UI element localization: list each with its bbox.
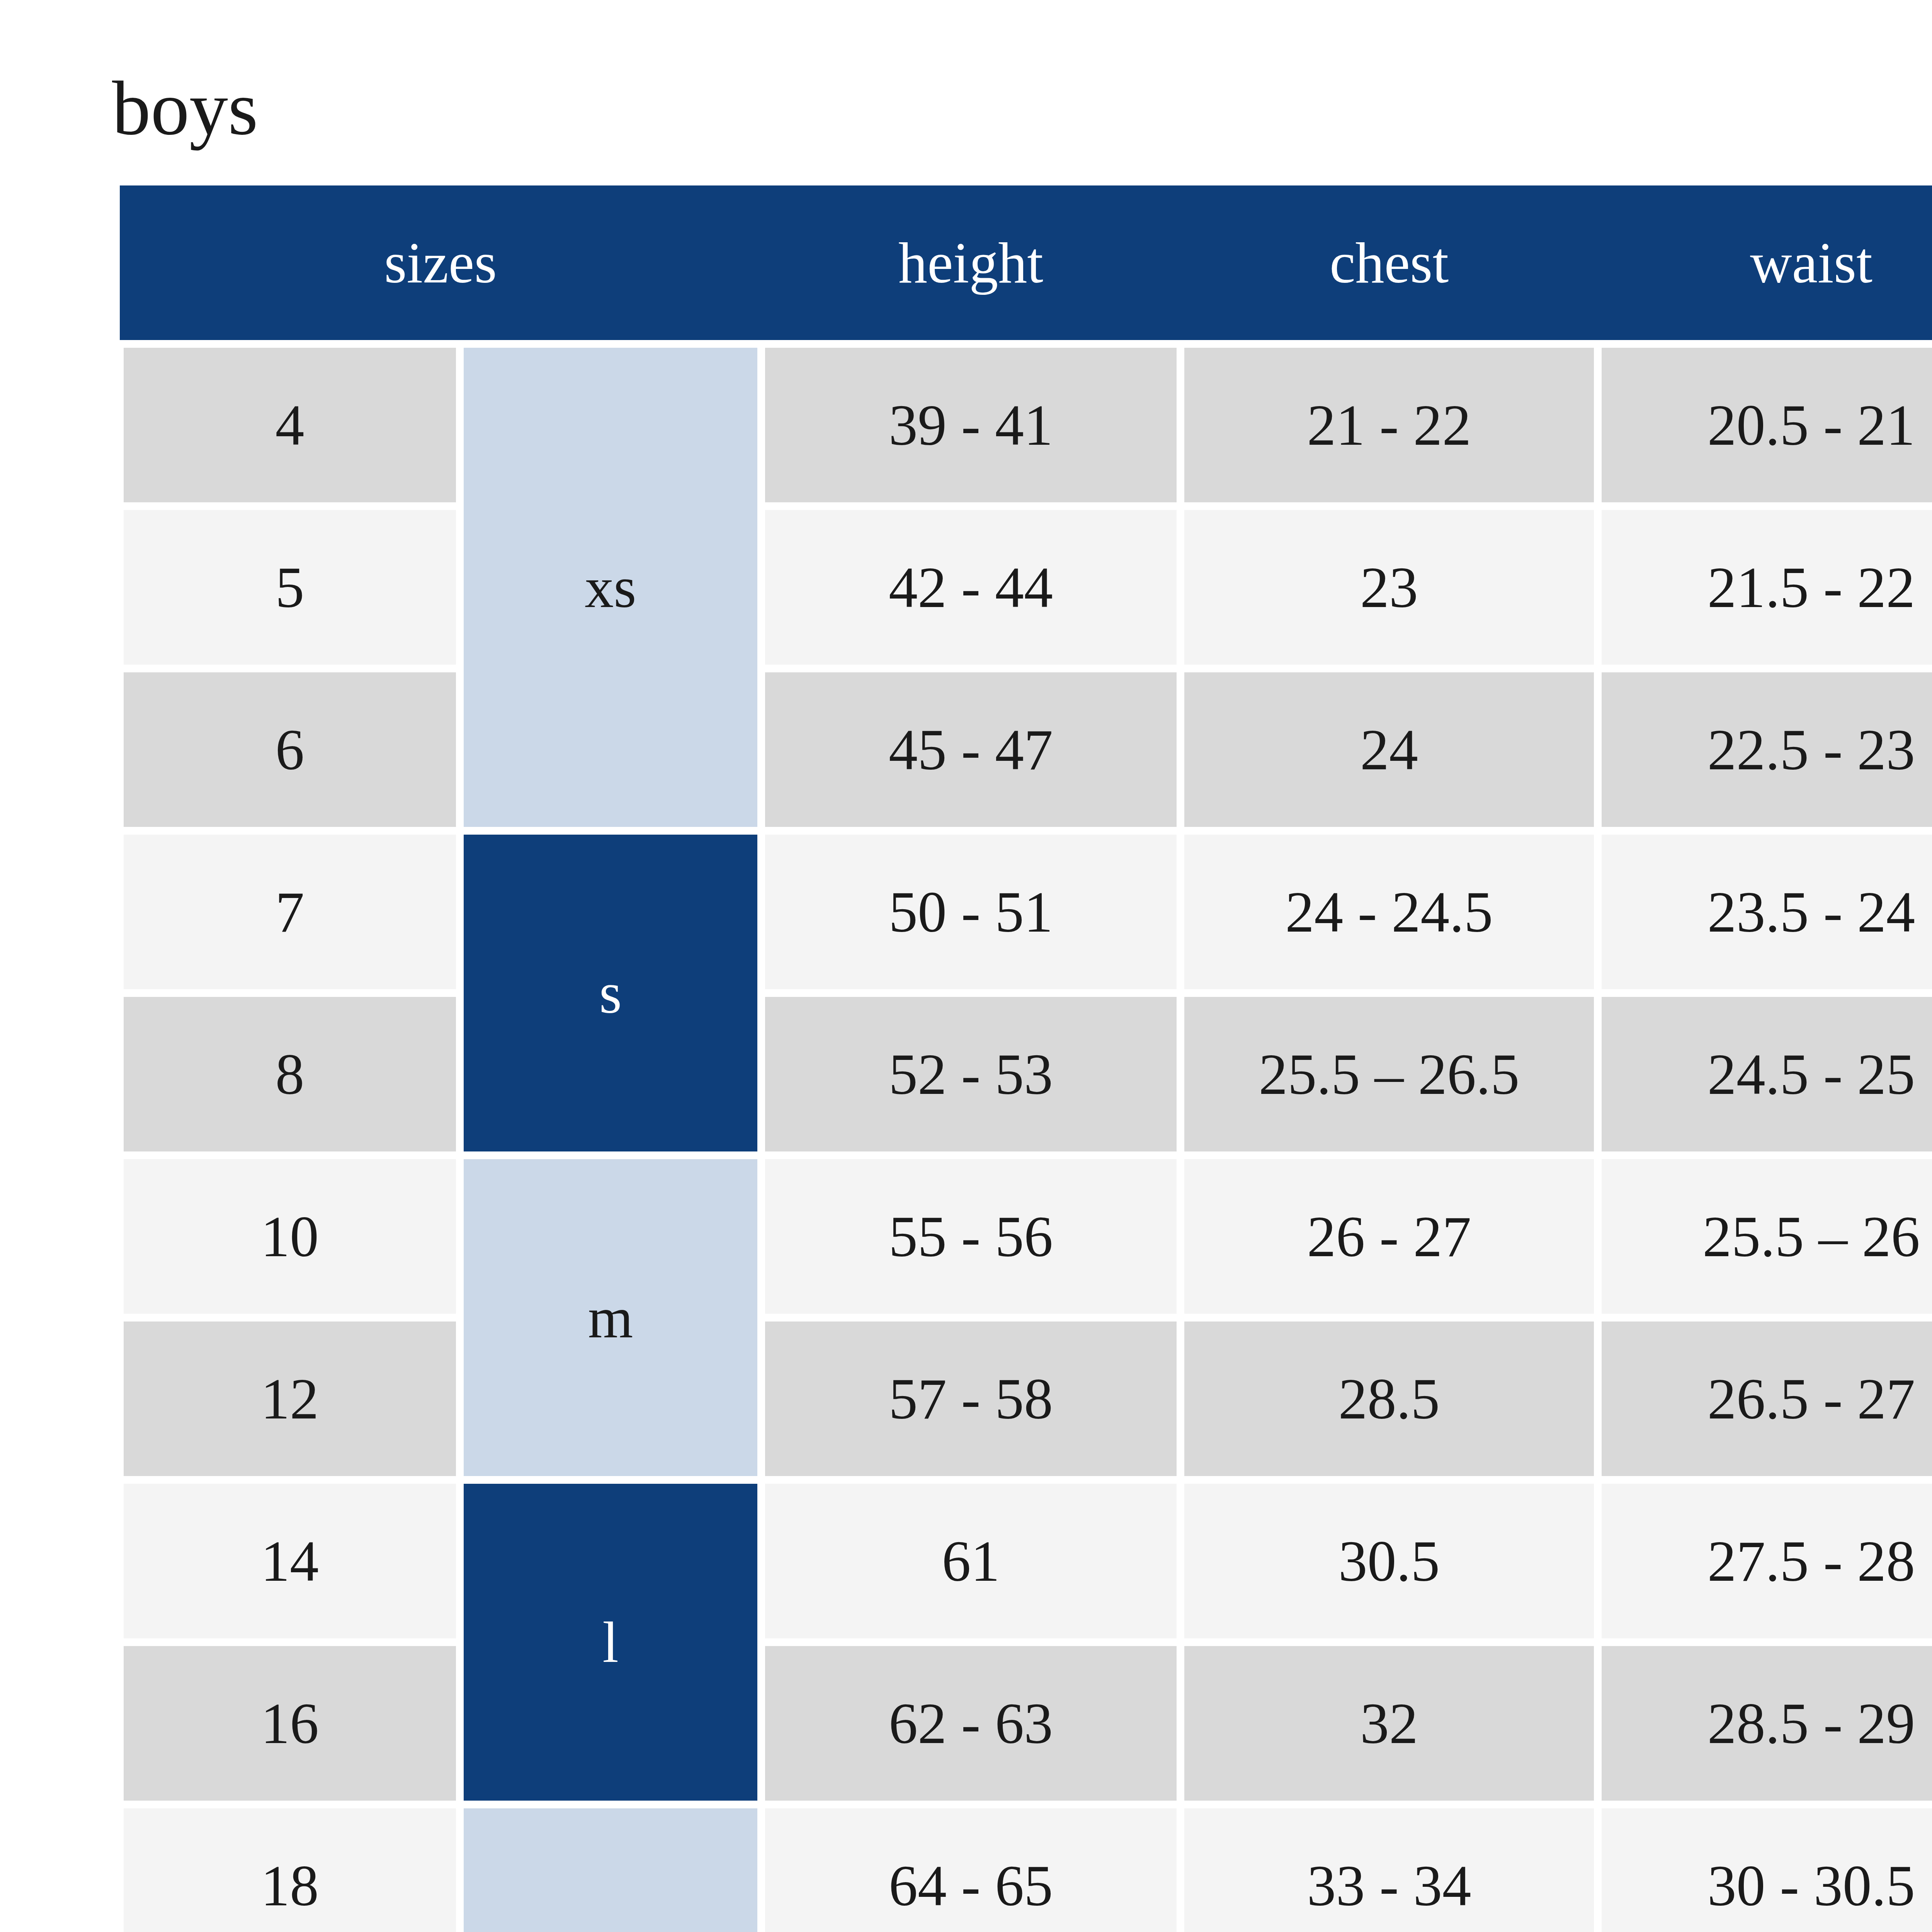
table-row-size-14: 14 l 61 30.5 27.5 - 28 35 25.5 [120,1480,1932,1642]
waist-cell: 21.5 - 22 [1598,506,1932,668]
height-cell: 62 - 63 [761,1642,1180,1804]
chest-cell: 24 [1180,668,1598,831]
table-row-size-18: 18 xl 64 - 65 33 - 34 30 - 30.5 39 28 [120,1804,1932,1932]
size-cell: 18 [120,1804,460,1932]
waist-cell: 26.5 - 27 [1598,1318,1932,1480]
chest-cell: 25.5 – 26.5 [1180,993,1598,1155]
size-cell: 5 [120,506,460,668]
size-cell: 16 [120,1642,460,1804]
col-header-height: height [761,185,1180,344]
waist-cell: 23.5 - 24 [1598,831,1932,993]
waist-cell: 28.5 - 29 [1598,1642,1932,1804]
chest-cell: 26 - 27 [1180,1155,1598,1318]
table-row-size-4: 4 xs 39 - 41 21 - 22 20.5 - 21 23.5 - 24… [120,344,1932,506]
table-row-size-7: 7 s 50 - 51 24 - 24.5 23.5 - 24 25 - 26.… [120,831,1932,993]
col-header-sizes: sizes [120,185,761,344]
size-cell: 7 [120,831,460,993]
size-group-xl: xl [460,1804,761,1932]
chest-cell: 23 [1180,506,1598,668]
chest-cell: 28.5 [1180,1318,1598,1480]
table-row-size-10: 10 m 55 - 56 26 - 27 25.5 – 26 28 - 29 2… [120,1155,1932,1318]
table-row-size-16: 16 62 - 63 32 28.5 - 29 37 26.5 [120,1642,1932,1804]
col-header-chest: chest [1180,185,1598,344]
page-title: boys [112,62,258,155]
size-chart-table: sizes height chest waist hip/seat inseam… [116,185,1932,1932]
table-row-size-12: 12 57 - 58 28.5 26.5 - 27 33 24 [120,1318,1932,1480]
height-cell: 45 - 47 [761,668,1180,831]
page: boys sizes height chest waist hip/seat i… [0,0,1932,1932]
waist-cell: 22.5 - 23 [1598,668,1932,831]
height-cell: 52 - 53 [761,993,1180,1155]
size-group-s: s [460,831,761,1155]
chest-cell: 33 - 34 [1180,1804,1598,1932]
height-cell: 57 - 58 [761,1318,1180,1480]
height-cell: 64 - 65 [761,1804,1180,1932]
height-cell: 39 - 41 [761,344,1180,506]
height-cell: 61 [761,1480,1180,1642]
table-row-size-5: 5 42 - 44 23 21.5 - 22 24 - 25 17.5 [120,506,1932,668]
size-cell: 10 [120,1155,460,1318]
size-cell: 6 [120,668,460,831]
waist-cell: 20.5 - 21 [1598,344,1932,506]
height-cell: 50 - 51 [761,831,1180,993]
size-cell: 14 [120,1480,460,1642]
size-cell: 12 [120,1318,460,1480]
size-cell: 8 [120,993,460,1155]
chest-cell: 30.5 [1180,1480,1598,1642]
chest-cell: 24 - 24.5 [1180,831,1598,993]
size-group-l: l [460,1480,761,1804]
height-cell: 42 - 44 [761,506,1180,668]
height-cell: 55 - 56 [761,1155,1180,1318]
waist-cell: 24.5 - 25 [1598,993,1932,1155]
size-cell: 4 [120,344,460,506]
size-group-m: m [460,1155,761,1480]
header-row: sizes height chest waist hip/seat inseam [120,185,1932,344]
chest-cell: 32 [1180,1642,1598,1804]
waist-cell: 27.5 - 28 [1598,1480,1932,1642]
col-header-waist: waist [1598,185,1932,344]
size-group-xs: xs [460,344,761,831]
waist-cell: 25.5 – 26 [1598,1155,1932,1318]
table-row-size-6: 6 45 - 47 24 22.5 - 23 25 - 26 19 [120,668,1932,831]
waist-cell: 30 - 30.5 [1598,1804,1932,1932]
chest-cell: 21 - 22 [1180,344,1598,506]
table-row-size-8: 8 52 - 53 25.5 – 26.5 24.5 - 25 27 - 28 … [120,993,1932,1155]
